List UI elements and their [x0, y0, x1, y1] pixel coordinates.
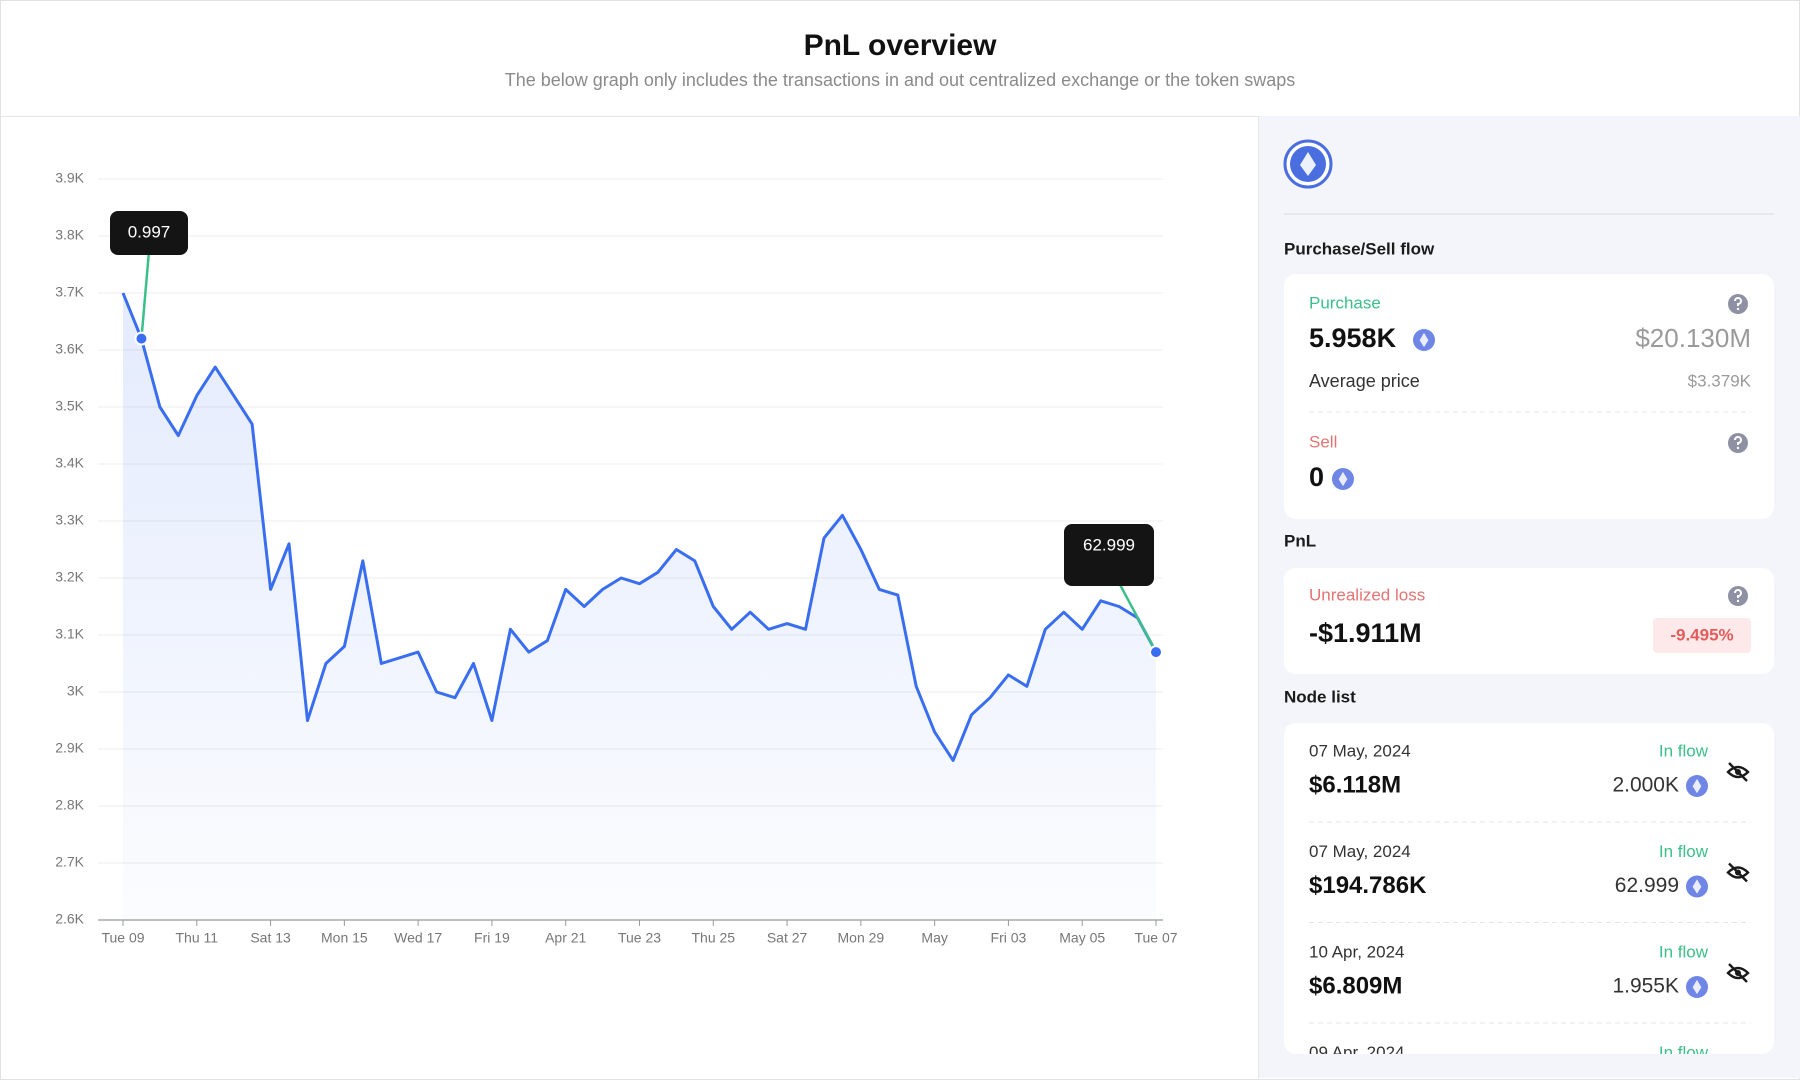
- section-title: PnL: [1284, 531, 1316, 550]
- help-icon: [1736, 307, 1740, 311]
- eth-icon: [1692, 778, 1702, 794]
- y-tick-label: 3.3K: [55, 512, 84, 528]
- y-tick-label: 2.7K: [55, 854, 84, 870]
- eth-icon: [1338, 471, 1348, 487]
- node-amount: 2.000K: [1612, 774, 1679, 797]
- x-tick-label: May: [921, 930, 947, 946]
- node-amount: 1.955K: [1612, 975, 1679, 998]
- node-date: 10 Apr, 2024: [1309, 942, 1404, 961]
- annotation: 62.999: [1083, 535, 1135, 554]
- line: [121, 292, 1158, 762]
- side-panel: Purchase/Sell flow Purchase 5.958K $20.1…: [1259, 116, 1800, 1078]
- x-tick-label: Wed 17: [394, 930, 442, 946]
- card: [1284, 568, 1774, 674]
- node-usd: $6.118M: [1309, 771, 1401, 798]
- annotation: 0.997: [128, 222, 171, 241]
- y-tick-label: 2.8K: [55, 797, 84, 813]
- node-flow: In flow: [1659, 1043, 1709, 1062]
- section-title: Node list: [1284, 687, 1356, 706]
- hide-icon: [1728, 762, 1748, 782]
- marker: [1149, 645, 1163, 660]
- y-tick-label: 3K: [67, 683, 85, 699]
- node-date: 07 May, 2024: [1309, 842, 1411, 861]
- pnl-value: -$1.911M: [1309, 618, 1422, 648]
- help-icon: [1734, 589, 1742, 598]
- y-tick-label: 2.9K: [55, 740, 84, 756]
- node-usd: $194.786K: [1309, 872, 1427, 899]
- title: PnL overview: [803, 29, 997, 62]
- average-price: $3.379K: [1688, 371, 1752, 390]
- purchase-usd: $20.130M: [1635, 323, 1751, 353]
- help-icon: [1734, 297, 1742, 306]
- y-tick-label: 3.6K: [55, 341, 84, 357]
- eth-icon: [1692, 879, 1702, 894]
- node-usd: $6.809M: [1309, 972, 1402, 999]
- node-flow: In flow: [1659, 842, 1709, 861]
- x-tick-label: Mon 29: [838, 930, 885, 946]
- x-tick-label: Tue 07: [1134, 930, 1177, 946]
- section-title: Purchase/Sell flow: [1284, 239, 1435, 258]
- badge: [1653, 618, 1751, 653]
- x-tick-label: Tue 09: [101, 930, 144, 946]
- marker: [134, 331, 149, 346]
- purchase-label: Purchase: [1309, 293, 1381, 312]
- sell-amount: 0: [1309, 462, 1324, 492]
- x-tick-label: Fri 19: [474, 930, 510, 946]
- subtitle: The below graph only includes the transa…: [504, 70, 1296, 90]
- y-tick-label: 3.9K: [55, 170, 84, 186]
- node-flow: In flow: [1659, 741, 1709, 760]
- y-tick-label: 3.8K: [55, 227, 84, 243]
- y-tick-label: 3.4K: [55, 455, 84, 471]
- node-list: 07 May, 2024 In flow $6.118M 2.000K 07 May, …: [1284, 723, 1774, 1062]
- eth-icon: [1419, 332, 1429, 348]
- tooltip: [110, 211, 188, 255]
- node-flow: In flow: [1659, 942, 1709, 961]
- hide-icon: [1728, 862, 1748, 883]
- average-price-label: Average price: [1309, 371, 1420, 391]
- y-tick-label: 3.2K: [55, 569, 84, 585]
- x-tick-label: Sat 27: [767, 930, 808, 946]
- connector: [140, 250, 151, 339]
- y-tick-label: 3.7K: [55, 284, 84, 300]
- pnl-percent: -9.495%: [1670, 625, 1733, 644]
- x-tick-label: Mon 15: [321, 930, 368, 946]
- chart: 2.6K 2.7K 2.8K 2.9K 3K 3.1K 3.2K 3.3K 3.4K 3.5K 3.…: [55, 116, 1259, 1078]
- tooltip: [1064, 524, 1154, 586]
- header: PnL overview The below graph only includ…: [1, 1, 1799, 117]
- card: [1284, 274, 1774, 519]
- purchase-amount: 5.958K: [1309, 323, 1397, 353]
- token-logo: [1300, 152, 1316, 176]
- x-tick-label: Thu 25: [691, 930, 735, 946]
- sell-label: Sell: [1309, 432, 1337, 451]
- node-date: 09 Apr, 2024: [1309, 1043, 1404, 1062]
- x-tick-label: May 05: [1059, 930, 1105, 946]
- y-tick-label: 3.1K: [55, 626, 84, 642]
- x-tick-label: Fri 03: [991, 930, 1027, 946]
- y-tick-label: 3.5K: [55, 398, 84, 414]
- x-tick-label: Tue 23: [618, 930, 661, 946]
- x-tick-label: Apr 21: [545, 930, 586, 946]
- x-tick-label: Thu 11: [176, 930, 219, 946]
- node-amount: 62.999: [1615, 874, 1679, 897]
- area: [123, 293, 1156, 920]
- eth-icon: [1692, 979, 1702, 995]
- hide-icon: [1728, 963, 1748, 983]
- y-tick-label: 2.6K: [55, 911, 84, 927]
- help-icon: [1736, 599, 1740, 603]
- x-tick-label: Sat 13: [250, 930, 291, 946]
- pnl-label: Unrealized loss: [1309, 585, 1425, 604]
- node-date: 07 May, 2024: [1309, 741, 1411, 760]
- help-icon: [1734, 436, 1742, 445]
- help-icon: [1736, 446, 1740, 450]
